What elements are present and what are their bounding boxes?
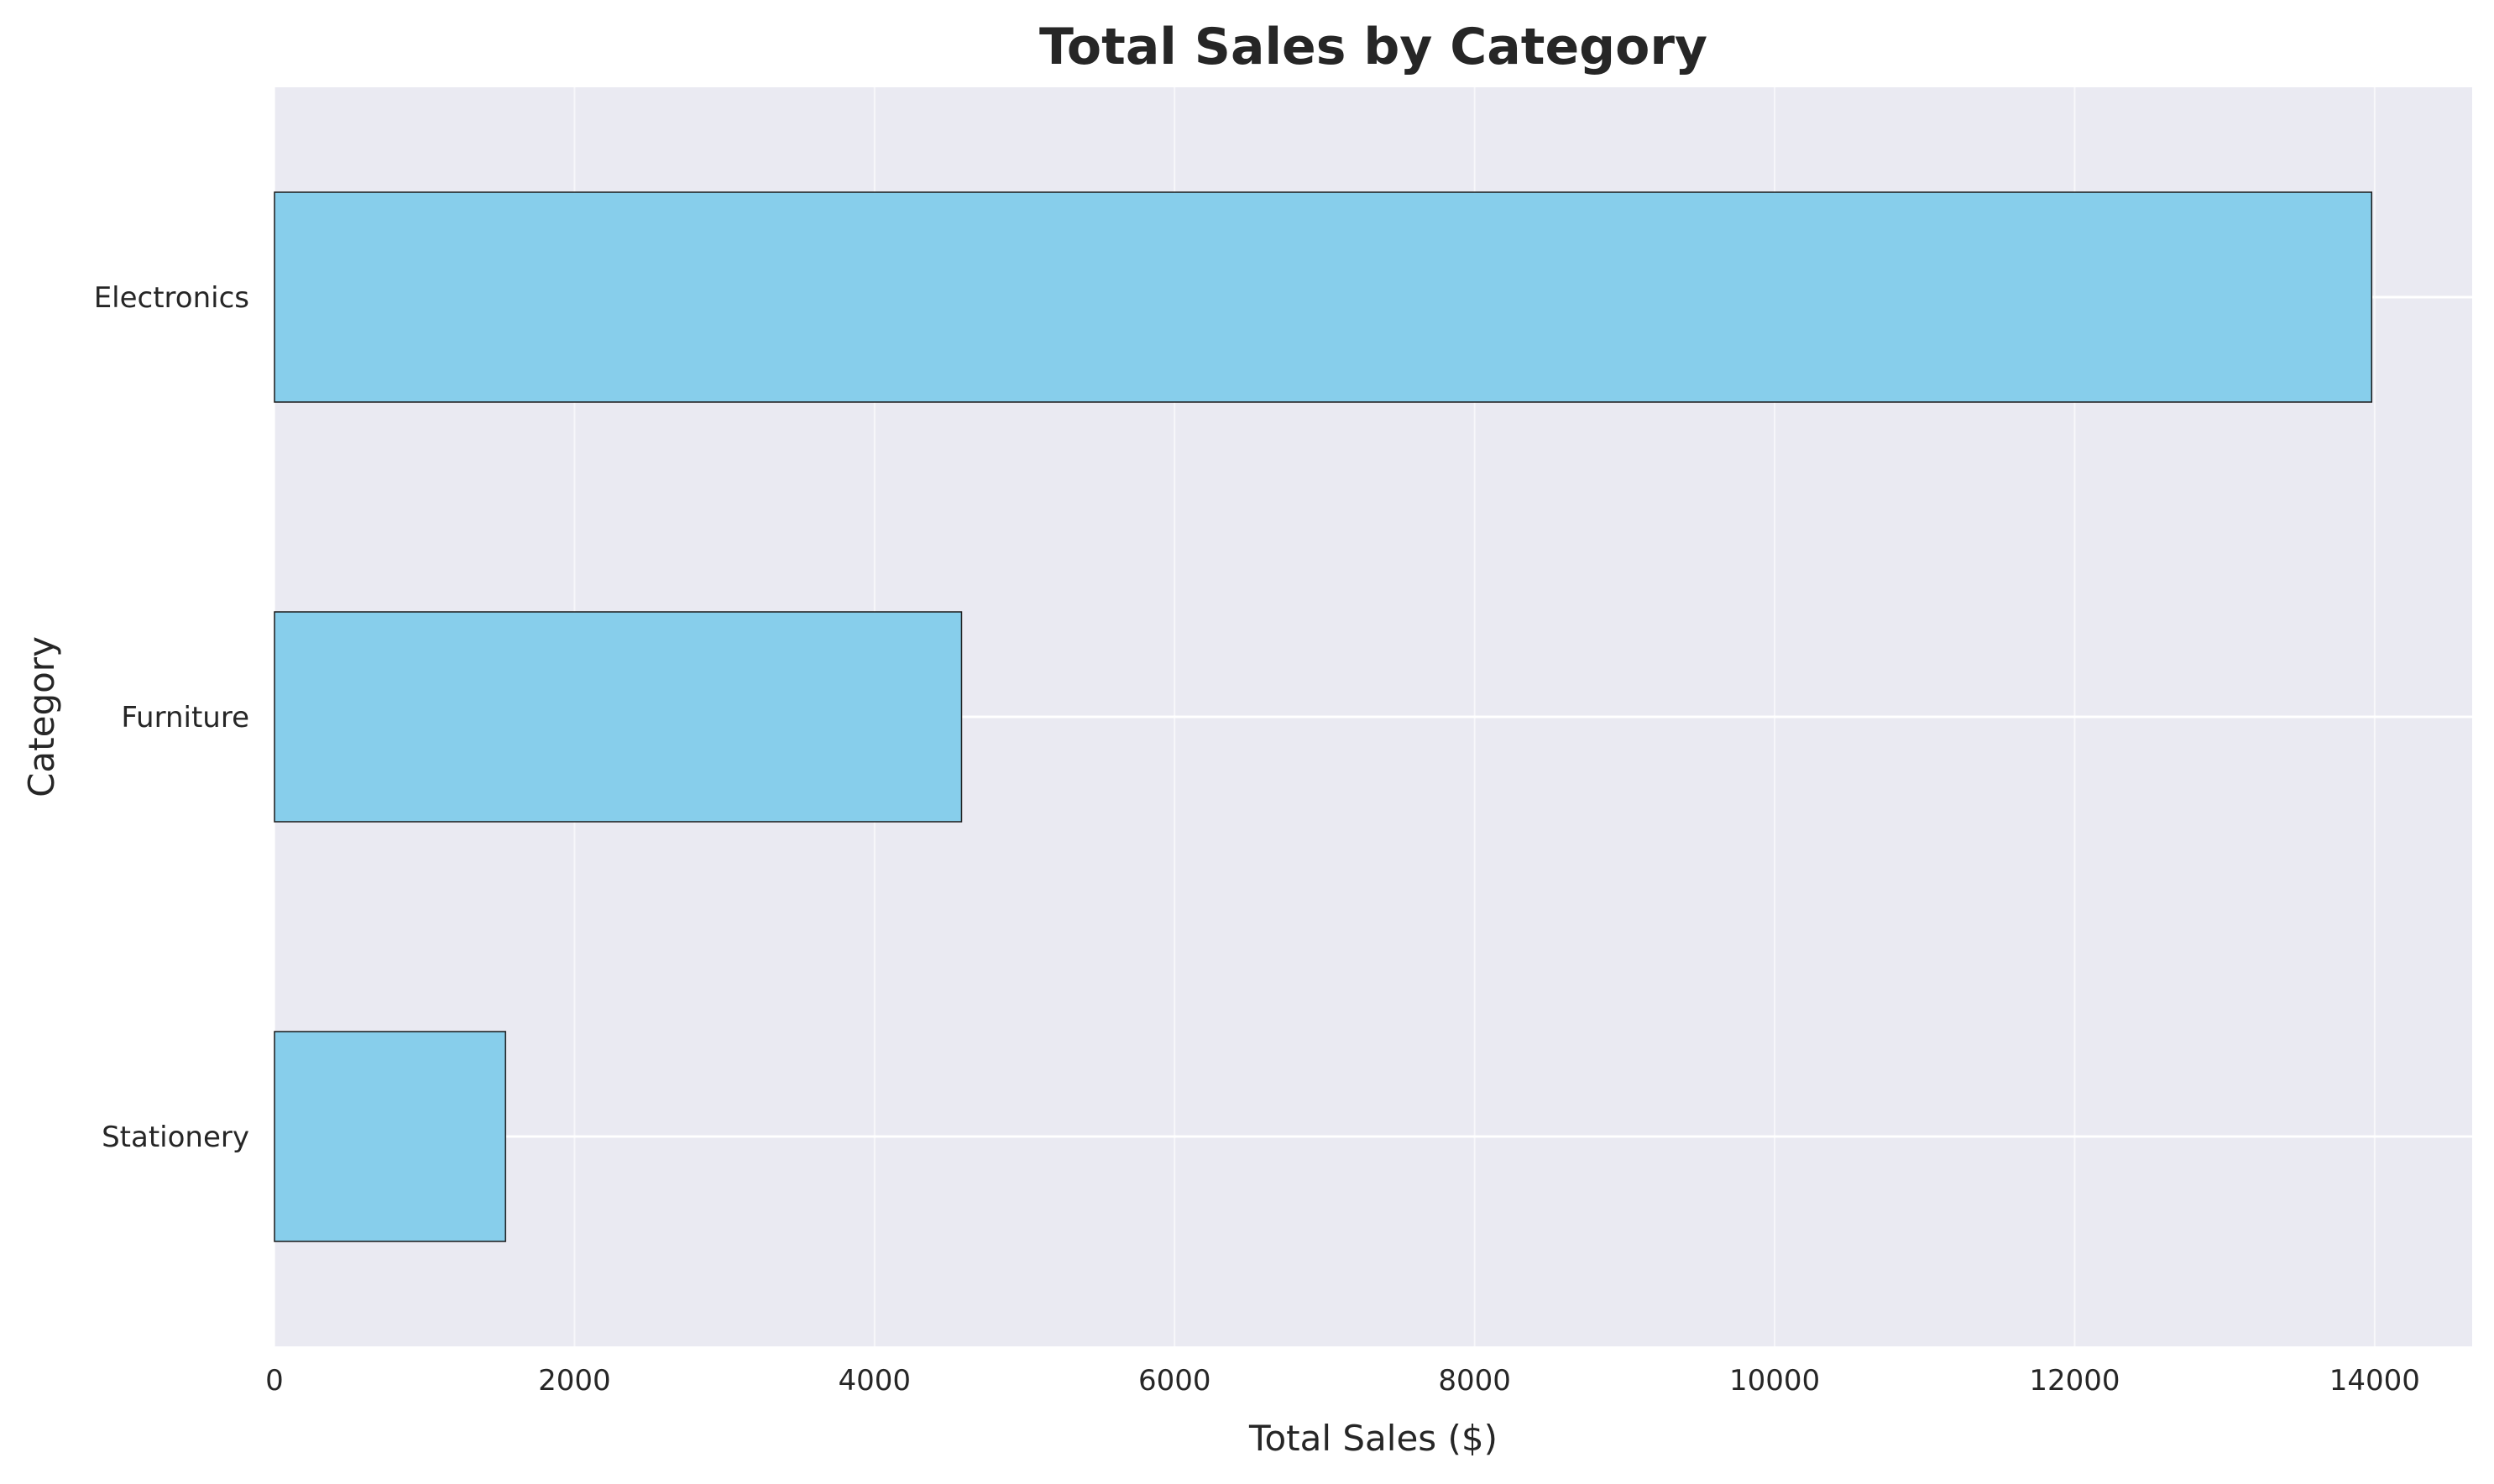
chart-title: Total Sales by Category <box>1039 18 1707 76</box>
y-tick-labels: Electronics Furniture Stationery <box>94 281 249 1154</box>
x-axis-label: Total Sales ($) <box>1248 1418 1498 1459</box>
y-tick-label-stationery: Stationery <box>102 1121 249 1154</box>
y-axis-label: Category <box>21 636 62 797</box>
y-tick-label-furniture: Furniture <box>121 701 249 734</box>
x-tick-label: 4000 <box>839 1364 912 1398</box>
x-tick-labels: 0 2000 4000 6000 8000 10000 12000 14000 <box>265 1364 2420 1398</box>
bars <box>274 191 2373 1242</box>
bar-furniture <box>274 611 963 823</box>
x-tick-label: 0 <box>265 1364 284 1398</box>
x-tick-label: 6000 <box>1138 1364 1211 1398</box>
x-tick-label: 10000 <box>1729 1364 1820 1398</box>
x-tick-label: 2000 <box>538 1364 611 1398</box>
x-tick-label: 14000 <box>2329 1364 2420 1398</box>
x-tick-label: 8000 <box>1438 1364 1511 1398</box>
x-tick-label: 12000 <box>2029 1364 2120 1398</box>
bar-electronics <box>274 191 2373 403</box>
bar-stationery <box>274 1031 506 1242</box>
y-tick-label-electronics: Electronics <box>94 281 249 315</box>
